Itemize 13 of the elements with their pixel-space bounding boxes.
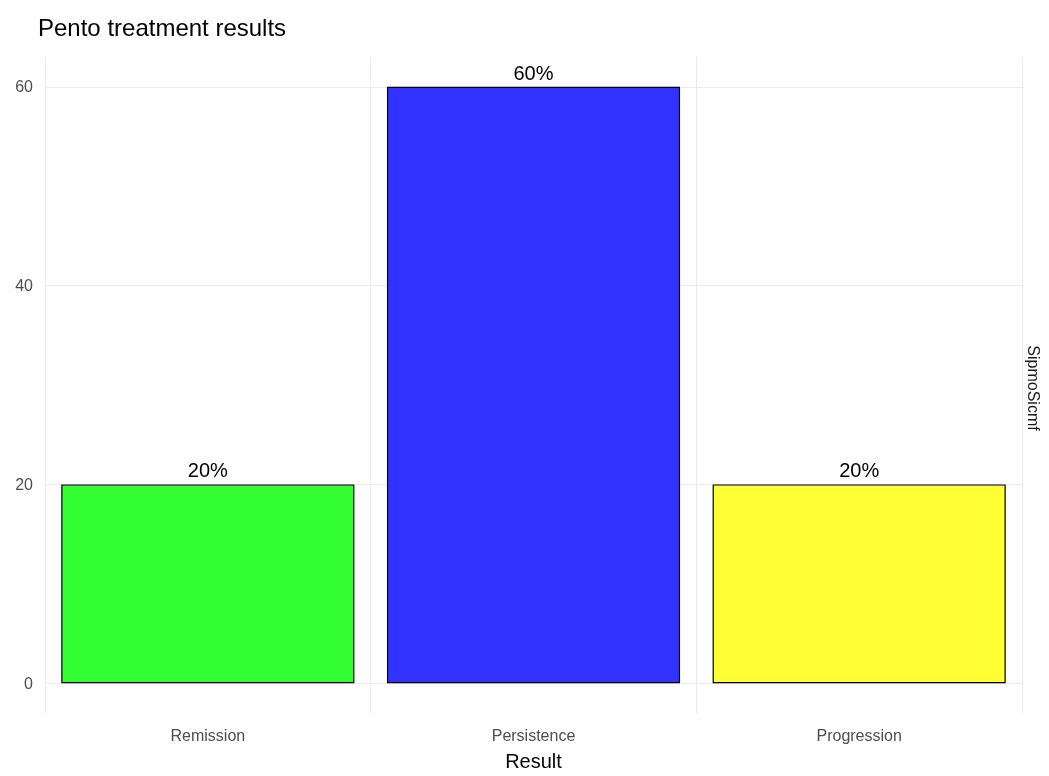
x-tick-label: Remission: [170, 726, 246, 744]
y-tick-label: 0: [24, 674, 34, 692]
chart-title: Pento treatment results: [38, 13, 287, 41]
data-label: 20%: [187, 459, 229, 482]
x-tick-label: Progression: [816, 726, 902, 744]
data-label: 20%: [839, 459, 880, 482]
y-tick-label: 40: [15, 277, 34, 295]
text: SipmoSicmf: [1024, 345, 1042, 432]
data-label: 60%: [513, 61, 554, 84]
y-tick-label: 20: [15, 475, 34, 493]
x-tick-label: Persistence: [491, 726, 576, 744]
x-axis-title: Result: [505, 750, 563, 772]
y-tick-label: 60: [15, 78, 34, 96]
